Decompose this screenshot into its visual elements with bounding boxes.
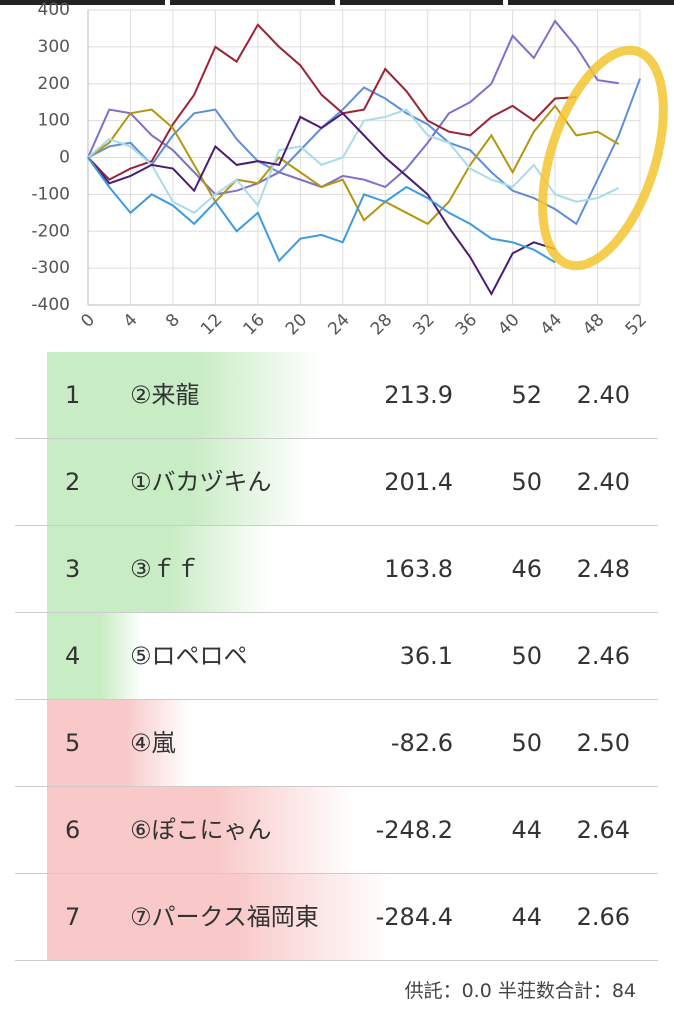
top-tabs [0, 0, 674, 5]
table-row: 7 ⑦パークス福岡東 -284.4 44 2.66 [15, 874, 658, 961]
series-line [87, 108, 620, 215]
average-rank: 2.64 [576, 816, 630, 844]
games: 44 [511, 903, 542, 931]
y-tick-label: -400 [31, 295, 70, 315]
player-name: ④嵐 [130, 729, 176, 757]
y-tick-label: 100 [38, 111, 70, 131]
y-tick-label: -200 [31, 221, 70, 241]
score-bar [47, 787, 356, 873]
player-name: ⑥ぽこにゃん [130, 816, 272, 844]
x-tick-label: 36 [452, 310, 481, 339]
x-tick-label: 44 [537, 310, 566, 339]
score: -82.6 [390, 729, 453, 757]
score-bar [47, 352, 321, 438]
series-line [87, 104, 620, 226]
x-tick-label: 20 [282, 310, 311, 339]
rank: 4 [65, 642, 81, 670]
table-row: 4 ⑤ロペロペ 36.1 50 2.46 [15, 613, 658, 700]
rank: 1 [65, 381, 81, 409]
score: -248.2 [375, 816, 453, 844]
games: 52 [511, 381, 542, 409]
score-bar [47, 700, 190, 786]
player-name: ②来龍 [130, 381, 200, 409]
average-rank: 2.46 [576, 642, 630, 670]
y-tick-label: -300 [31, 258, 70, 278]
highlight-annotation [538, 45, 668, 271]
x-tick-label: 4 [120, 310, 142, 332]
player-name: ③ｆｆ [130, 555, 200, 583]
rank: 2 [65, 468, 81, 496]
x-tick-label: 24 [324, 310, 353, 339]
ranking-table: 1 ②来龍 213.9 52 2.40 2 ①バカヅキん 201.4 50 2.40 3 ③ｆｆ 163… [15, 352, 658, 961]
table-row: 6 ⑥ぽこにゃん -248.2 44 2.64 [15, 787, 658, 874]
games: 50 [511, 468, 542, 496]
series-line [87, 78, 641, 226]
x-tick-label: 28 [367, 310, 396, 339]
x-tick-label: 0 [77, 310, 99, 332]
x-tick-label: 16 [239, 310, 268, 339]
y-tick-label: 300 [38, 37, 70, 57]
y-tick-label: 0 [59, 148, 70, 168]
games: 50 [511, 642, 542, 670]
y-tick-label: -100 [31, 184, 70, 204]
score: 36.1 [399, 642, 453, 670]
series-line [87, 111, 556, 297]
score-bar [47, 526, 271, 612]
rank: 3 [65, 555, 81, 583]
x-tick-label: 52 [622, 310, 651, 339]
player-name: ①バカヅキん [130, 468, 272, 496]
footer: 供託：0.0 半荘数合計：84 [404, 980, 636, 1002]
x-tick-label: 48 [579, 310, 608, 339]
score: -284.4 [375, 903, 453, 931]
score: 201.4 [384, 468, 453, 496]
series-line [87, 23, 577, 181]
player-name: ⑤ロペロペ [130, 642, 248, 670]
average-rank: 2.66 [576, 903, 630, 931]
x-tick-label: 40 [494, 310, 523, 339]
games: 44 [511, 816, 542, 844]
y-tick-label: 200 [38, 74, 70, 94]
average-rank: 2.50 [576, 729, 630, 757]
score: 213.9 [384, 381, 453, 409]
average-rank: 2.40 [576, 468, 630, 496]
series-line [87, 19, 619, 196]
games: 46 [511, 555, 542, 583]
average-rank: 2.40 [576, 381, 630, 409]
rank: 5 [65, 729, 81, 757]
score: 163.8 [384, 555, 453, 583]
score-bar [47, 874, 392, 960]
rank: 6 [65, 816, 81, 844]
score-bar [47, 613, 144, 699]
rank: 7 [65, 903, 81, 931]
x-tick-label: 8 [162, 310, 184, 332]
score-bar [47, 439, 309, 525]
x-tick-label: 32 [409, 310, 438, 339]
table-row: 3 ③ｆｆ 163.8 46 2.48 [15, 526, 658, 613]
series-line [87, 156, 556, 264]
y-tick-label: 400 [38, 0, 70, 20]
games: 50 [511, 729, 542, 757]
x-tick-label: 12 [197, 310, 226, 339]
table-row: 2 ①バカヅキん 201.4 50 2.40 [15, 439, 658, 526]
table-row: 5 ④嵐 -82.6 50 2.50 [15, 700, 658, 787]
average-rank: 2.48 [576, 555, 630, 583]
table-row: 1 ②来龍 213.9 52 2.40 [15, 352, 658, 439]
player-name: ⑦パークス福岡東 [130, 903, 319, 931]
